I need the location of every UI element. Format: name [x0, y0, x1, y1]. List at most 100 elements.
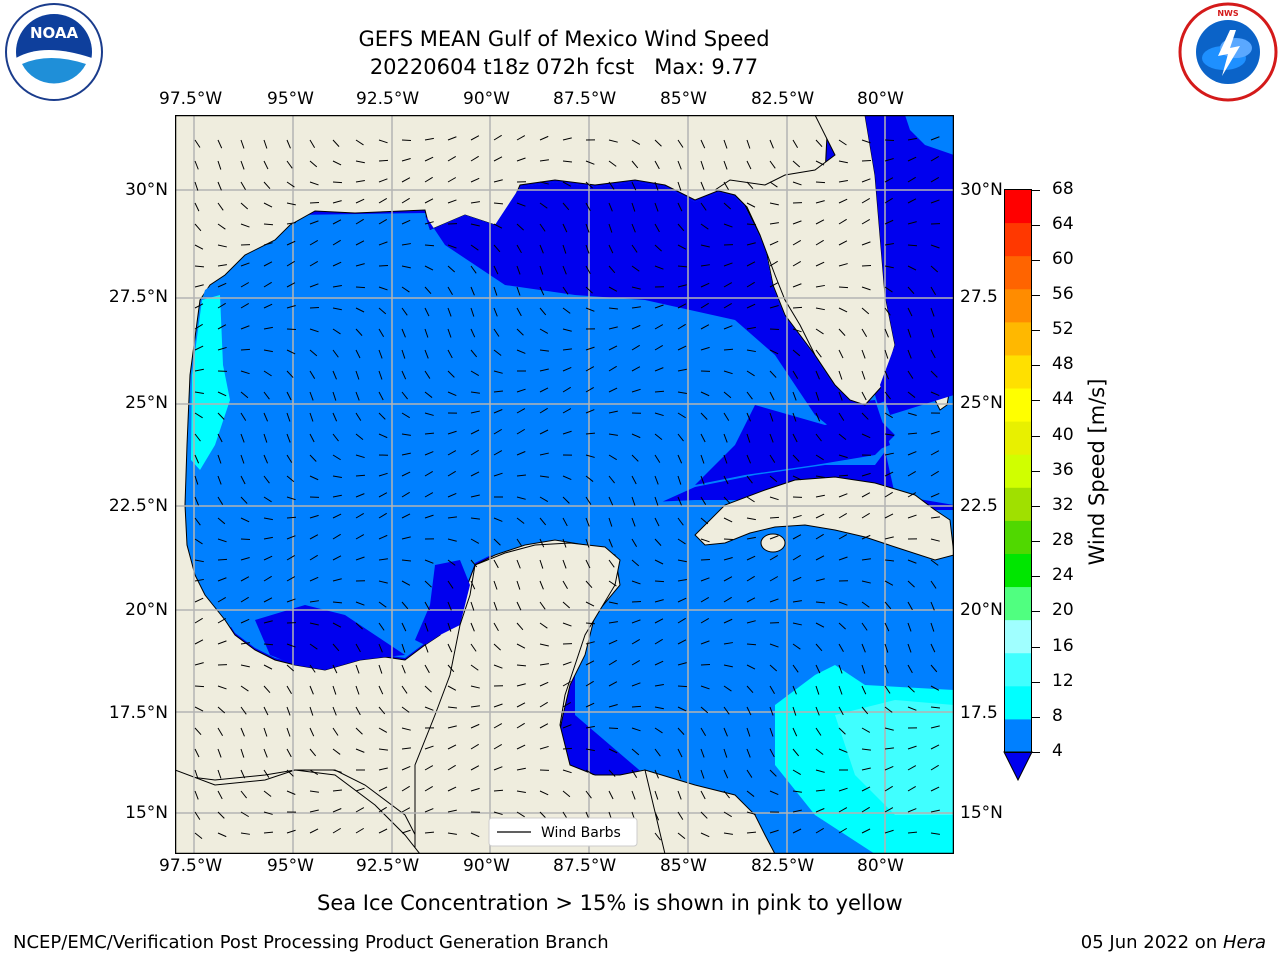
wind-barb	[240, 454, 245, 464]
wind-barb	[194, 265, 205, 268]
wind-barb	[654, 769, 659, 779]
wind-barb	[746, 575, 755, 582]
wind-barb	[792, 306, 803, 309]
wind-barb	[332, 454, 341, 461]
wind-barb	[792, 600, 802, 603]
wind-barb	[447, 328, 452, 338]
wind-barb	[677, 832, 686, 840]
wind-barb	[608, 181, 615, 190]
wind-barb	[401, 491, 410, 498]
wind-barb	[539, 349, 549, 352]
wind-barb	[677, 662, 687, 666]
wind-barb	[217, 496, 224, 505]
wind-barb	[332, 200, 342, 204]
wind-barb	[723, 642, 733, 645]
wind-barb	[907, 412, 917, 416]
colorbar-block	[1004, 222, 1032, 257]
land-central-america	[175, 769, 421, 854]
wind-barb	[700, 790, 706, 800]
wind-barb	[447, 744, 457, 750]
wind-barb	[355, 706, 361, 716]
wind-barb	[562, 747, 573, 750]
land-isla-juventud	[760, 533, 786, 553]
wind-barb	[355, 512, 364, 519]
wind-barb	[240, 348, 251, 351]
wind-barb	[884, 177, 894, 183]
wind-barb	[838, 622, 846, 630]
wind-barb	[677, 181, 682, 191]
wind-barb	[769, 555, 779, 561]
wind-barb	[493, 580, 498, 590]
wind-barb	[424, 328, 429, 338]
wind-barb	[838, 139, 847, 146]
colorbar-tick-mark	[1032, 576, 1040, 578]
wind-barb	[631, 265, 640, 272]
wind-barb	[608, 580, 617, 587]
wind-barb	[263, 496, 272, 503]
wind-barb	[217, 577, 227, 582]
wind-barb	[884, 807, 894, 813]
wind-barb	[493, 156, 503, 162]
wind-barb	[217, 302, 226, 309]
wind-barb	[930, 832, 940, 835]
wind-barb	[355, 727, 363, 735]
wind-barb	[769, 454, 776, 463]
wind-barb	[884, 286, 893, 293]
wind-barb	[746, 555, 756, 561]
wind-barb	[194, 323, 203, 330]
nws-logo: NWS	[1178, 2, 1278, 102]
wind-barb	[815, 412, 821, 422]
wind-barb	[309, 828, 319, 834]
wind-barb	[309, 727, 315, 737]
wind-barb	[746, 370, 755, 377]
wind-barb	[746, 685, 754, 694]
wind-barb	[723, 412, 730, 421]
colorbar-block	[1004, 718, 1032, 753]
wind-barb	[286, 305, 296, 309]
wind-barb	[424, 492, 434, 498]
wind-barb	[424, 765, 434, 771]
wind-barb	[401, 177, 411, 183]
wind-barb	[815, 454, 824, 461]
wind-barb	[516, 428, 525, 435]
wind-barb	[516, 811, 525, 818]
wind-barb	[332, 533, 341, 540]
wind-barb	[907, 137, 917, 141]
wind-barb	[815, 685, 820, 695]
wind-barb	[746, 517, 756, 521]
wind-barb	[861, 286, 871, 291]
wind-barb	[263, 181, 271, 190]
wind-barb	[516, 223, 524, 231]
colorbar-block	[1004, 255, 1032, 290]
wind-barb	[470, 601, 475, 611]
wind-barb	[654, 832, 661, 841]
wind-barb	[930, 286, 936, 296]
wind-barb	[424, 470, 433, 477]
wind-barb	[516, 643, 526, 649]
wind-barb	[516, 408, 526, 414]
wind-barb	[240, 412, 247, 421]
wind-barb	[309, 622, 319, 626]
wind-barb	[447, 307, 452, 317]
wind-barb	[792, 454, 800, 462]
colorbar-tick-mark	[1032, 365, 1040, 367]
wind-barb	[907, 601, 913, 611]
wind-barb	[194, 368, 204, 372]
wind-barb	[907, 156, 917, 162]
wind-barb	[585, 538, 590, 548]
wind-barb	[769, 664, 778, 672]
wind-barb	[332, 349, 339, 358]
lat-tick: 27.5	[960, 287, 998, 307]
wind-barb	[838, 512, 847, 519]
colorbar-block	[1004, 354, 1032, 389]
wind-barb	[309, 433, 315, 443]
colorbar-block	[1004, 685, 1032, 720]
wind-barb	[930, 328, 935, 338]
wind-barb	[217, 346, 227, 351]
wind-barb	[654, 580, 665, 583]
wind-barb	[930, 601, 935, 611]
wind-barb	[907, 470, 916, 477]
land-yucatan	[414, 542, 676, 854]
wind-barb	[654, 706, 664, 710]
wind-barb	[930, 516, 940, 519]
